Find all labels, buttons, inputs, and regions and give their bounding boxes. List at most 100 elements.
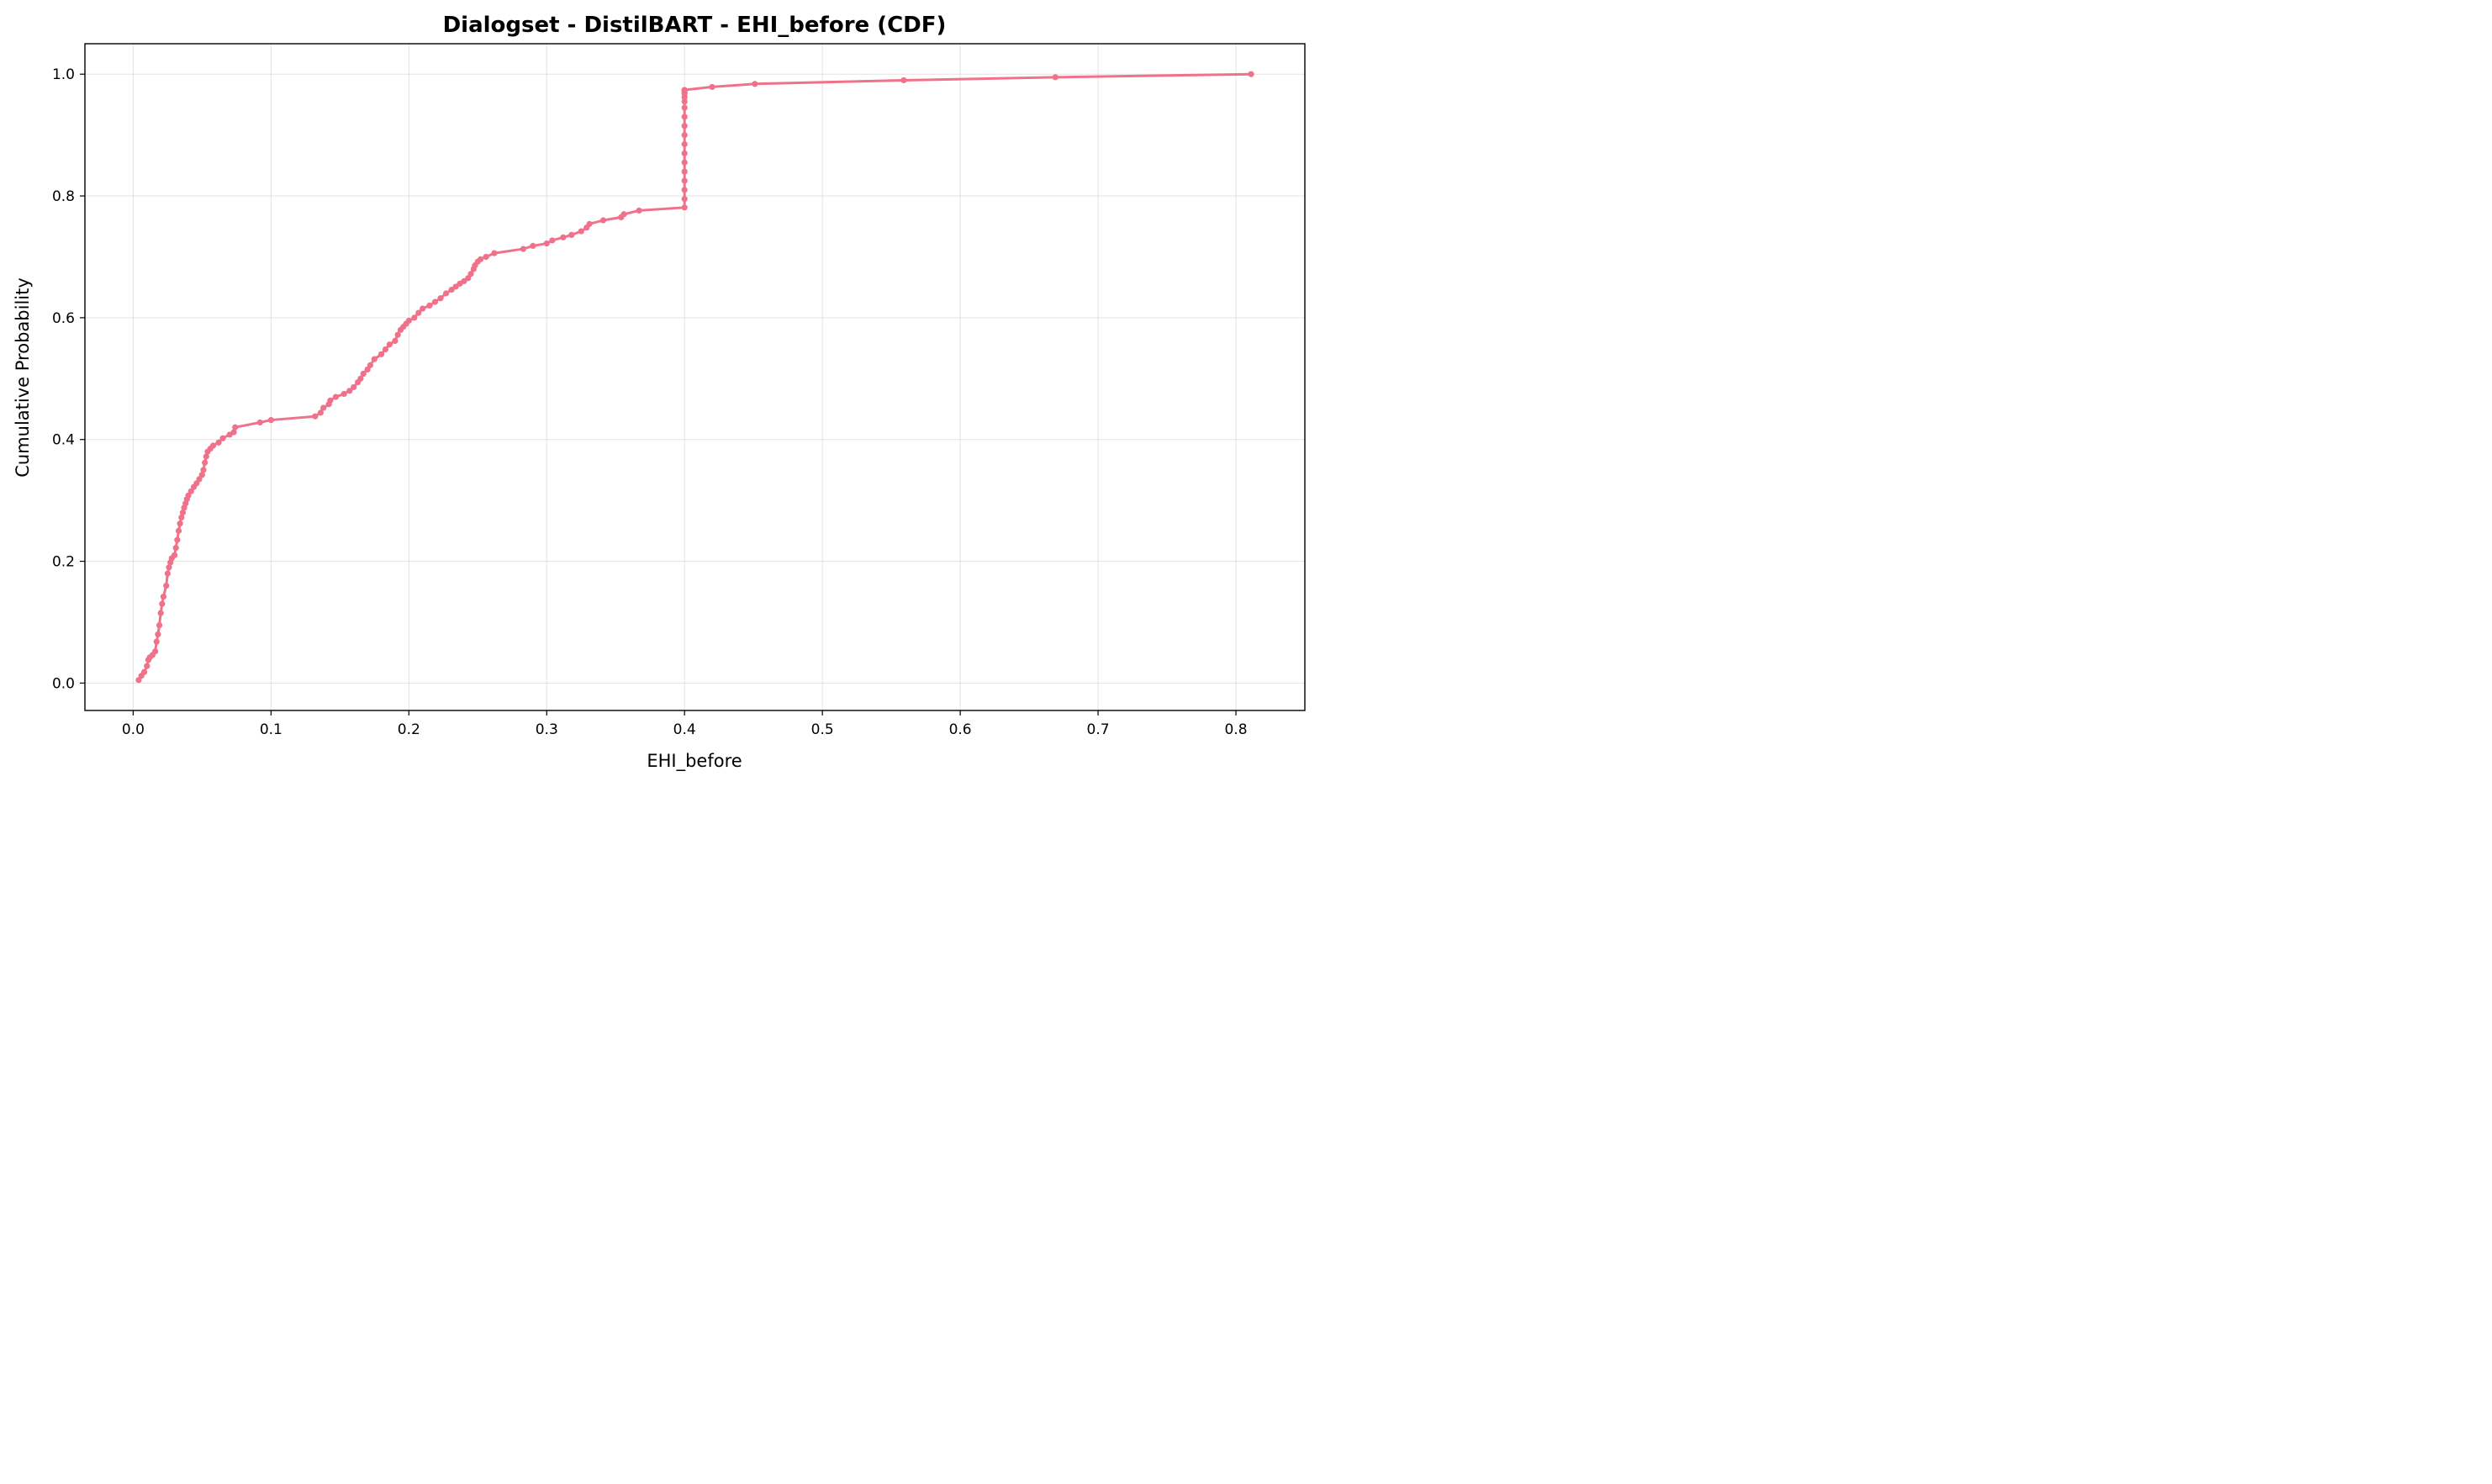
data-point bbox=[157, 610, 164, 616]
data-point bbox=[681, 150, 688, 156]
data-point bbox=[178, 514, 185, 521]
x-tick-label: 0.2 bbox=[398, 721, 420, 738]
cdf-chart: 0.0 0.1 0.2 0.3 0.4 0.5 0.6 0.7 0.8 0.0 0.2 0.4 0.6… bbox=[13, 13, 1306, 772]
data-point bbox=[230, 429, 237, 436]
x-tick-label: 0.7 bbox=[1087, 721, 1110, 738]
data-point bbox=[202, 459, 209, 466]
x-axis-ticks: 0.0 0.1 0.2 0.3 0.4 0.5 0.6 0.7 0.8 bbox=[122, 710, 1248, 738]
y-tick-label: 0.8 bbox=[52, 188, 75, 205]
data-point bbox=[426, 302, 433, 309]
data-point bbox=[360, 370, 367, 378]
data-point bbox=[267, 416, 274, 424]
data-point bbox=[357, 375, 364, 382]
data-point bbox=[452, 283, 459, 290]
data-point bbox=[386, 341, 393, 348]
data-point bbox=[420, 305, 426, 312]
data-point bbox=[159, 600, 166, 607]
data-point bbox=[198, 472, 205, 478]
data-point bbox=[411, 314, 418, 321]
data-point bbox=[681, 204, 688, 211]
data-point bbox=[317, 409, 324, 416]
data-point bbox=[681, 123, 688, 129]
data-point bbox=[709, 83, 715, 91]
data-point bbox=[636, 207, 642, 214]
data-point bbox=[156, 622, 163, 629]
grid bbox=[85, 44, 1305, 710]
data-point bbox=[437, 295, 444, 302]
data-point bbox=[179, 510, 187, 516]
data-point bbox=[392, 337, 399, 345]
data-point bbox=[1052, 74, 1059, 81]
data-point bbox=[171, 552, 178, 558]
data-point bbox=[586, 220, 593, 227]
data-point bbox=[320, 404, 327, 411]
data-point bbox=[442, 290, 450, 297]
data-point bbox=[203, 453, 209, 460]
data-point bbox=[681, 140, 688, 148]
data-point bbox=[431, 298, 439, 305]
y-tick-label: 0.0 bbox=[52, 675, 75, 692]
data-point bbox=[341, 390, 347, 398]
data-point bbox=[327, 397, 334, 404]
data-point bbox=[152, 648, 159, 655]
data-point bbox=[752, 81, 758, 87]
data-point bbox=[448, 286, 455, 293]
y-tick-label: 0.4 bbox=[52, 432, 75, 449]
data-point bbox=[219, 435, 226, 441]
data-point bbox=[164, 570, 171, 577]
data-point bbox=[530, 242, 536, 250]
data-point bbox=[155, 631, 161, 638]
data-point bbox=[549, 237, 556, 244]
y-axis-ticks: 0.0 0.2 0.4 0.6 0.8 1.0 bbox=[52, 66, 85, 692]
data-point bbox=[405, 317, 412, 325]
cdf-line bbox=[137, 72, 1252, 681]
data-point bbox=[681, 114, 688, 120]
x-tick-label: 0.5 bbox=[811, 721, 834, 738]
data-point bbox=[346, 388, 353, 394]
data-point bbox=[681, 104, 688, 111]
data-point bbox=[175, 527, 182, 534]
data-point bbox=[177, 520, 183, 527]
data-point bbox=[377, 351, 385, 357]
chart-title: Dialogset - DistilBART - EHI_before (CDF… bbox=[443, 13, 947, 38]
data-point bbox=[543, 240, 550, 247]
data-point bbox=[256, 419, 263, 426]
data-point bbox=[367, 362, 373, 368]
data-point bbox=[681, 187, 688, 193]
y-axis-label: Cumulative Probability bbox=[13, 277, 33, 478]
y-tick-label: 1.0 bbox=[52, 66, 75, 83]
data-point bbox=[568, 231, 575, 238]
data-point bbox=[312, 413, 319, 420]
data-point bbox=[172, 545, 179, 552]
data-point bbox=[160, 593, 167, 600]
chart-container: 0.0 0.1 0.2 0.3 0.4 0.5 0.6 0.7 0.8 0.0 0.2 0.4 0.6… bbox=[0, 0, 1315, 783]
data-point bbox=[153, 638, 160, 645]
data-point bbox=[483, 253, 489, 261]
data-point bbox=[415, 309, 422, 316]
data-point bbox=[681, 132, 688, 139]
data-point bbox=[215, 439, 222, 446]
x-axis-label: EHI_before bbox=[647, 751, 742, 772]
x-tick-label: 0.0 bbox=[122, 721, 145, 738]
data-point bbox=[560, 234, 567, 240]
data-point bbox=[491, 250, 498, 256]
data-point bbox=[520, 246, 526, 252]
x-tick-label: 0.6 bbox=[949, 721, 972, 738]
series-layer bbox=[135, 71, 1254, 684]
x-tick-label: 0.8 bbox=[1224, 721, 1247, 738]
data-point bbox=[681, 177, 688, 184]
data-point bbox=[144, 663, 150, 669]
data-point bbox=[681, 159, 688, 166]
data-point bbox=[200, 467, 207, 473]
data-point bbox=[209, 442, 217, 449]
x-tick-label: 0.4 bbox=[673, 721, 696, 738]
data-point bbox=[477, 256, 484, 262]
data-point bbox=[232, 424, 239, 430]
data-point bbox=[620, 211, 627, 218]
data-point bbox=[681, 87, 688, 93]
data-point bbox=[163, 582, 170, 589]
data-point bbox=[332, 393, 339, 400]
data-point bbox=[681, 98, 688, 105]
data-point bbox=[599, 217, 607, 224]
plot-frame bbox=[84, 43, 1306, 711]
